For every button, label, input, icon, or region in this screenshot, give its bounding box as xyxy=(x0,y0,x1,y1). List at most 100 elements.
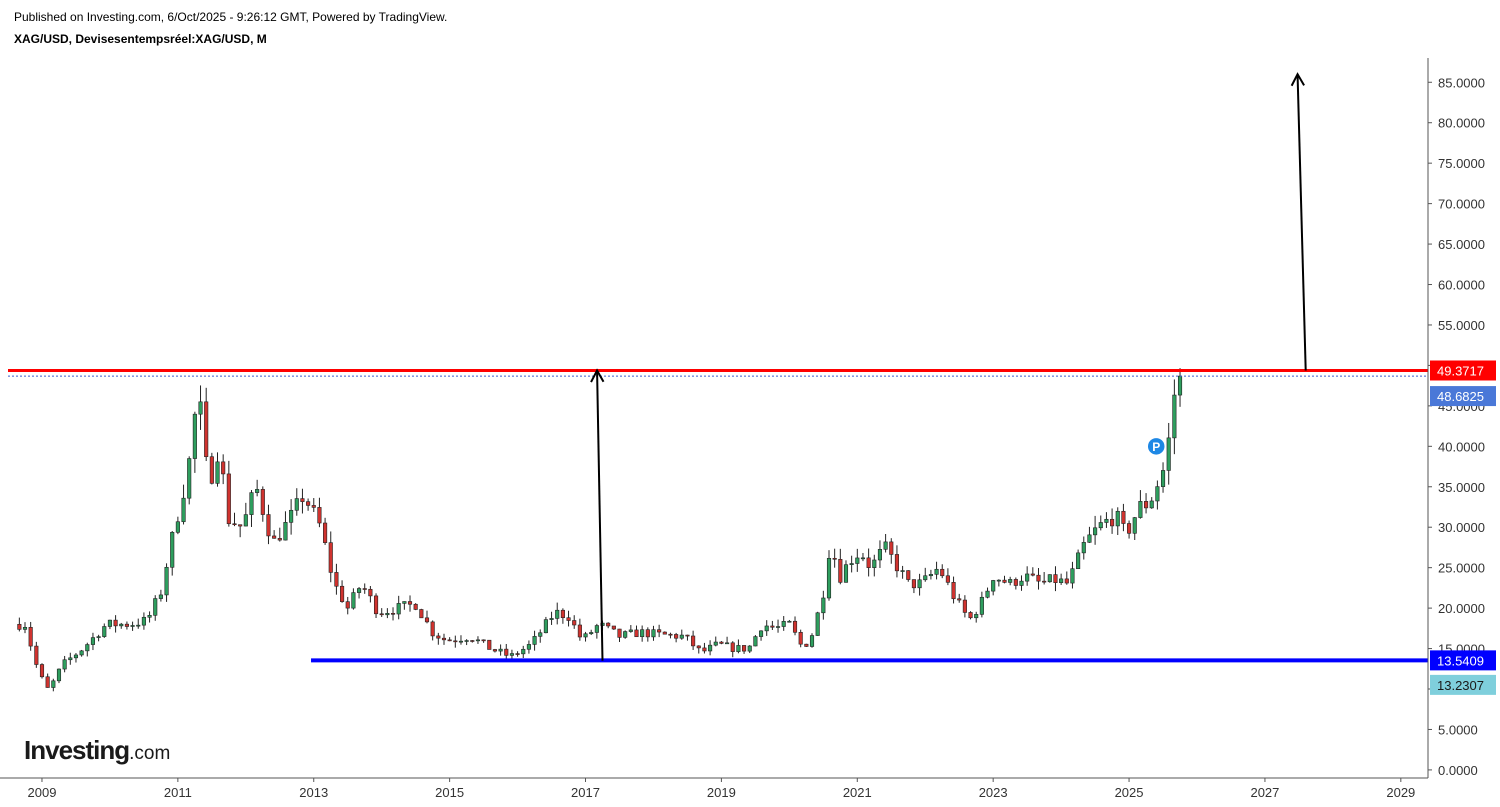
candle-body xyxy=(1121,510,1126,524)
current-price-tag-bg xyxy=(1430,386,1496,407)
candle-body xyxy=(1047,574,1052,583)
candle-body xyxy=(158,594,163,599)
candle-body xyxy=(702,647,707,652)
candle-body xyxy=(475,639,481,642)
candle-body xyxy=(945,575,950,583)
candle-body xyxy=(413,603,418,610)
candle-body xyxy=(951,582,956,600)
support-price-tag: 13.5409 xyxy=(1437,653,1484,668)
candle-body xyxy=(889,541,894,555)
candle-body xyxy=(453,640,458,643)
x-tick-label: 2029 xyxy=(1386,785,1415,800)
candle-body xyxy=(1160,470,1166,487)
candle-body xyxy=(758,630,764,637)
x-tick-label: 2013 xyxy=(299,785,328,800)
candle-body xyxy=(294,498,299,511)
candle-body xyxy=(45,676,50,688)
candle-body xyxy=(243,514,248,527)
candle-body xyxy=(1013,579,1018,586)
candle-body xyxy=(249,492,254,515)
candle-body xyxy=(894,554,899,572)
candle-body xyxy=(696,645,701,649)
x-tick-label: 2009 xyxy=(28,785,57,800)
candle-body xyxy=(804,643,809,647)
y-tick-label: 75.0000 xyxy=(1438,156,1485,171)
overlays-layer: P xyxy=(8,72,1428,663)
candle-body xyxy=(56,668,62,682)
support-price-tag-bg xyxy=(1430,650,1496,671)
candle-body xyxy=(107,619,112,627)
candle-body xyxy=(572,620,577,626)
candle-body xyxy=(470,640,475,642)
published-note: Published on Investing.com, 6/Oct/2025 -… xyxy=(14,10,448,24)
candle-body xyxy=(1059,578,1064,583)
candle-body xyxy=(204,401,209,458)
candle-body xyxy=(1008,579,1013,583)
y-tick-label: 40.0000 xyxy=(1438,439,1485,454)
candle-body xyxy=(323,522,328,543)
candle-body xyxy=(515,653,520,655)
candle-body xyxy=(119,623,124,627)
candle-body xyxy=(198,401,203,415)
candles-layer xyxy=(17,368,1183,692)
candle-body xyxy=(1064,578,1069,584)
x-tick-label: 2023 xyxy=(979,785,1008,800)
candle-body xyxy=(51,680,56,688)
candle-body xyxy=(606,622,611,627)
candle-body xyxy=(792,620,798,633)
candle-body xyxy=(538,632,543,637)
candle-body xyxy=(770,625,775,628)
candle-body xyxy=(187,458,192,499)
candle-body xyxy=(28,627,33,647)
candle-body xyxy=(22,627,28,630)
candle-body xyxy=(730,642,735,652)
candle-body xyxy=(821,597,826,614)
candle-body xyxy=(543,619,548,634)
candle-body xyxy=(674,634,679,639)
candle-body xyxy=(311,505,316,508)
candle-body xyxy=(611,625,616,630)
candle-body xyxy=(781,621,786,627)
candle-body xyxy=(877,549,883,561)
marker-label: P xyxy=(1152,440,1160,454)
candle-body xyxy=(719,641,724,644)
candle-body xyxy=(1110,518,1115,527)
y-tick-label: 0.0000 xyxy=(1438,763,1478,778)
x-tick-label: 2025 xyxy=(1115,785,1144,800)
candle-body xyxy=(883,541,888,550)
candle-body xyxy=(713,641,718,646)
candle-body xyxy=(928,574,933,577)
candle-body xyxy=(787,620,792,623)
candle-body xyxy=(509,653,514,656)
candle-body xyxy=(923,575,928,581)
candle-body xyxy=(753,636,758,647)
candle-body xyxy=(1042,580,1047,583)
y-tick-label: 30.0000 xyxy=(1438,520,1485,535)
candle-body xyxy=(221,461,226,475)
candle-body xyxy=(815,612,820,636)
candle-body xyxy=(209,456,214,484)
marker-badge xyxy=(1146,436,1166,457)
candle-body xyxy=(798,631,803,645)
candle-body xyxy=(419,609,424,619)
chart-title: XAG/USD, Devisesentempsréel:XAG/USD, M xyxy=(14,32,267,46)
candle-body xyxy=(583,633,588,638)
y-tick-label: 5.0000 xyxy=(1438,722,1478,737)
candle-body xyxy=(300,498,305,502)
logo-brand: Investing xyxy=(24,735,130,765)
candle-body xyxy=(1138,501,1143,518)
logo-suffix: .com xyxy=(129,743,171,764)
candle-body xyxy=(957,598,962,601)
candle-body xyxy=(447,639,452,642)
candle-body xyxy=(906,570,911,580)
x-tick-label: 2019 xyxy=(707,785,736,800)
candle-body xyxy=(130,625,135,627)
candle-body xyxy=(657,629,662,633)
y-tick-label: 70.0000 xyxy=(1438,197,1485,212)
candle-body xyxy=(832,557,837,560)
candle-body xyxy=(662,631,667,635)
candle-body xyxy=(402,601,407,604)
candle-body xyxy=(283,522,288,541)
candle-body xyxy=(628,629,633,632)
